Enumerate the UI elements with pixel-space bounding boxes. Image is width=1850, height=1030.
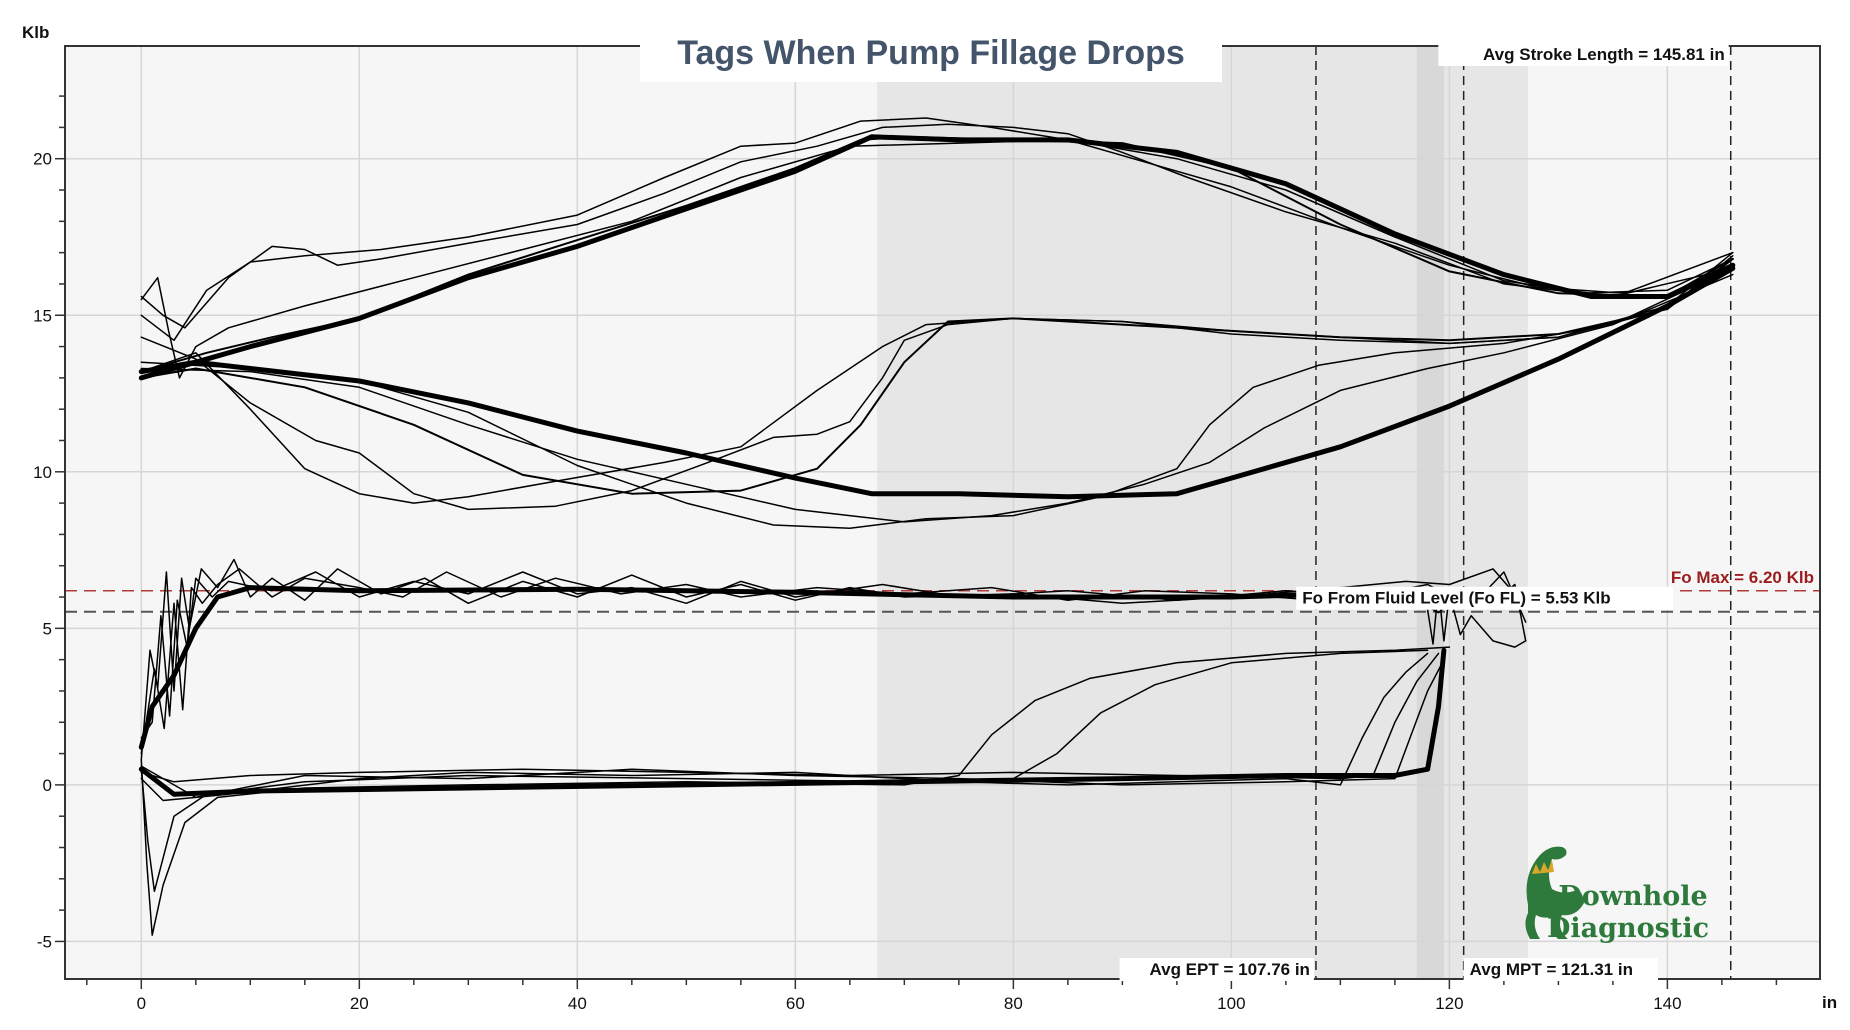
- fo-fl-label-background: [1296, 586, 1674, 610]
- avg-stroke-length-label-background: [1438, 43, 1729, 66]
- y-tick-label-5: 5: [43, 619, 52, 638]
- x-tick-label-0: 0: [137, 994, 146, 1013]
- pump-card-line-6: [140, 649, 1429, 893]
- fo-fl-label: Fo From Fluid Level (Fo FL) = 5.53 Klb: [1302, 589, 1610, 608]
- pump-card-line-7: [140, 652, 1429, 802]
- y-axis-unit: Klb: [22, 23, 49, 42]
- vertical-markers: [1315, 46, 1732, 979]
- pump-card-line-9: [140, 658, 1445, 799]
- y-tick-label-10: 10: [33, 463, 52, 482]
- downhole-diagnostic-logo: Downhole Diagnostic: [1525, 846, 1709, 944]
- y-tick-label-0: 0: [43, 776, 52, 795]
- avg-mpt-label-background: [1463, 958, 1659, 981]
- pump-card-line-8: [140, 652, 1440, 783]
- logo-text-line2: Diagnostic: [1547, 913, 1709, 944]
- series-lines: [138, 117, 1736, 936]
- surface-card-line-7: [140, 251, 1734, 504]
- logo-text-line1: Downhole: [1558, 881, 1707, 912]
- x-tick-label-140: 140: [1653, 994, 1681, 1013]
- x-tick-label-120: 120: [1435, 994, 1463, 1013]
- chart-title: Tags When Pump Fillage Drops: [677, 34, 1185, 72]
- x-tick-label-100: 100: [1217, 994, 1245, 1013]
- surface-card-line-4: [140, 139, 1734, 379]
- y-tick-label--5: -5: [37, 932, 52, 951]
- dinosaur-icon: [1525, 846, 1584, 939]
- x-tick-label-60: 60: [786, 994, 805, 1013]
- surface-card-line-10: [140, 267, 1734, 523]
- surface-card-line-6: [140, 257, 1734, 495]
- fo-max-label: Fo Max = 6.20 Klb: [1671, 568, 1814, 587]
- avg-mpt-label: Avg MPT = 121.31 in: [1470, 960, 1633, 979]
- surface-card-line-3: [140, 117, 1734, 342]
- title-background: [640, 28, 1222, 82]
- shaded-region-1: [1416, 46, 1444, 979]
- surface-card-line-1: [138, 134, 1736, 381]
- avg-stroke-length-label: Avg Stroke Length = 145.81 in: [1483, 45, 1725, 64]
- axis-ticks: 0 20 40 60 80 100 120 140 -5 0 5 10 15 20: [33, 95, 1778, 1013]
- gridlines: [65, 46, 1820, 979]
- x-axis-unit: in: [1822, 993, 1837, 1012]
- x-tick-label-20: 20: [350, 994, 369, 1013]
- pump-card-line-5: [140, 646, 1451, 936]
- surface-card-line-8: [140, 255, 1734, 511]
- y-tick-label-15: 15: [33, 306, 52, 325]
- annotation-labels: Avg Stroke Length = 145.81 in Fo Max = 6.…: [1119, 43, 1814, 981]
- pump-card-line-10: [1426, 586, 1527, 648]
- shaded-regions: [877, 46, 1528, 979]
- x-tick-label-40: 40: [568, 994, 587, 1013]
- surface-card-line-9: [140, 273, 1734, 529]
- y-tick-label-20: 20: [33, 150, 52, 169]
- x-tick-label-80: 80: [1004, 994, 1023, 1013]
- surface-card-line-2: [140, 123, 1734, 329]
- avg-ept-label: Avg EPT = 107.76 in: [1149, 960, 1309, 979]
- avg-ept-label-background: [1119, 958, 1314, 981]
